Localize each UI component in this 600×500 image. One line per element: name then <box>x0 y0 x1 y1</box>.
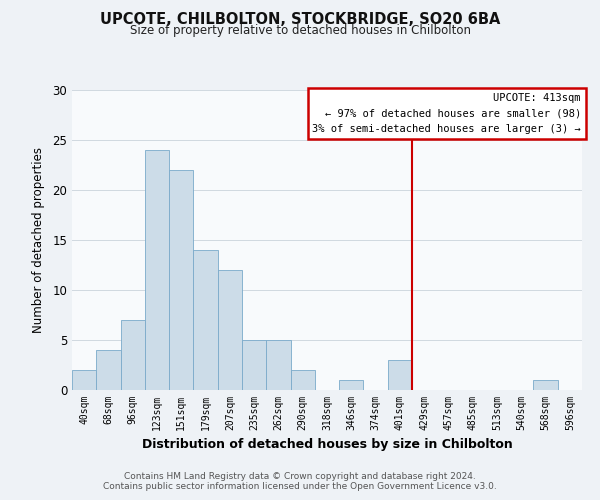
Text: Contains public sector information licensed under the Open Government Licence v3: Contains public sector information licen… <box>103 482 497 491</box>
Text: Contains HM Land Registry data © Crown copyright and database right 2024.: Contains HM Land Registry data © Crown c… <box>124 472 476 481</box>
Bar <box>242 340 266 390</box>
Bar <box>290 370 315 390</box>
Text: Size of property relative to detached houses in Chilbolton: Size of property relative to detached ho… <box>130 24 470 37</box>
Bar <box>145 150 169 390</box>
Text: UPCOTE: 413sqm
← 97% of detached houses are smaller (98)
3% of semi-detached hou: UPCOTE: 413sqm ← 97% of detached houses … <box>312 93 581 134</box>
Bar <box>339 380 364 390</box>
Bar <box>121 320 145 390</box>
Bar <box>169 170 193 390</box>
Y-axis label: Number of detached properties: Number of detached properties <box>32 147 46 333</box>
Bar <box>96 350 121 390</box>
Bar <box>388 360 412 390</box>
Bar <box>193 250 218 390</box>
Text: UPCOTE, CHILBOLTON, STOCKBRIDGE, SO20 6BA: UPCOTE, CHILBOLTON, STOCKBRIDGE, SO20 6B… <box>100 12 500 28</box>
X-axis label: Distribution of detached houses by size in Chilbolton: Distribution of detached houses by size … <box>142 438 512 452</box>
Bar <box>266 340 290 390</box>
Bar <box>72 370 96 390</box>
Bar <box>218 270 242 390</box>
Bar <box>533 380 558 390</box>
